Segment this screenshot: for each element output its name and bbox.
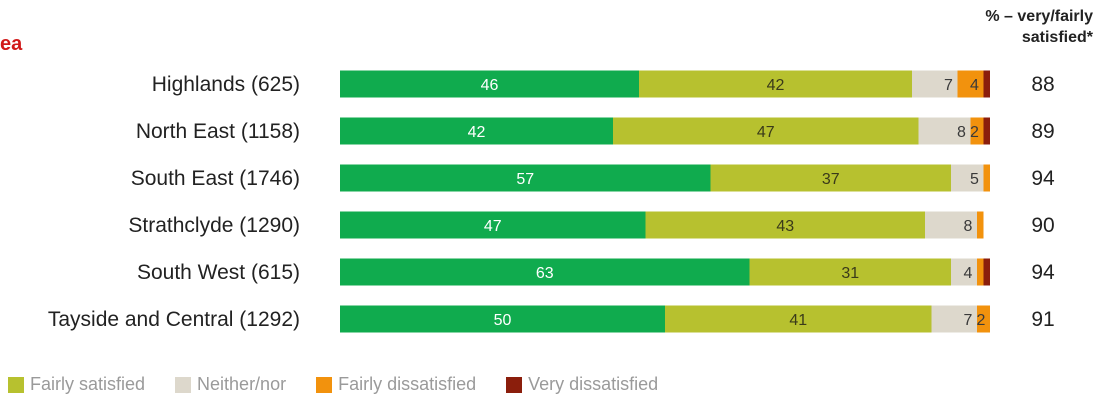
bar-segment [340, 117, 613, 145]
bar-segment [957, 70, 984, 98]
total-satisfied-value: 94 [1031, 261, 1055, 284]
legend-label-very-dissatisfied: Very dissatisfied [528, 374, 659, 394]
total-satisfied-value: 88 [1031, 73, 1054, 96]
percent-header-line2: satisfied* [1021, 29, 1093, 46]
bar-segment [340, 258, 750, 286]
percent-satisfied-header: % – very/fairly satisfied* [985, 6, 1093, 48]
data-label: 2 [977, 312, 986, 329]
bar-segment [983, 164, 990, 192]
data-label: 50 [494, 312, 512, 329]
data-label: 63 [536, 265, 554, 282]
data-label: 41 [789, 312, 807, 329]
bar-segment [925, 211, 977, 239]
legend-item-very-dissatisfied: Very dissatisfied [506, 374, 658, 395]
category-label: South West (615) [137, 261, 300, 284]
bar-segment [749, 258, 951, 286]
bar-segment [665, 305, 932, 333]
bar-segment [983, 70, 990, 98]
data-label: 42 [468, 124, 486, 141]
legend-label-neither-nor: Neither/nor [197, 374, 287, 394]
data-label: 47 [484, 218, 502, 235]
data-label: 47 [757, 124, 775, 141]
data-label: 2 [970, 124, 979, 141]
bar-segment [931, 305, 977, 333]
percent-header-line1: % – very/fairly [985, 8, 1093, 25]
bar-segment [912, 70, 958, 98]
bar-segment [951, 258, 977, 286]
legend-swatch-very-dissatisfied [506, 376, 523, 393]
category-label: South East (1746) [131, 167, 300, 190]
bar-segment [340, 70, 639, 98]
legend: Fairly satisfied Neither/nor Fairly diss… [8, 374, 688, 395]
data-label: 57 [516, 171, 534, 188]
bar-segment [918, 117, 971, 145]
legend-label-fairly-dissatisfied: Fairly dissatisfied [338, 374, 477, 394]
bar-segment [340, 164, 711, 192]
bar-segment [710, 164, 951, 192]
data-label: 31 [841, 265, 859, 282]
category-label: Highlands (625) [152, 73, 300, 96]
legend-swatch-fairly-dissatisfied [316, 376, 333, 393]
legend-label-fairly-satisfied: Fairly satisfied [30, 374, 146, 394]
legend-swatch-neither-nor [175, 376, 192, 393]
data-label: 7 [964, 312, 973, 329]
bar-segment [977, 211, 984, 239]
total-satisfied-value: 94 [1031, 167, 1055, 190]
data-label: 43 [776, 218, 794, 235]
bar-segment [977, 258, 984, 286]
category-label: Strathclyde (1290) [128, 214, 300, 237]
chart-title-fragment: ea [0, 33, 23, 55]
bar-segment [970, 117, 984, 145]
data-label: 42 [767, 77, 785, 94]
total-satisfied-value: 89 [1031, 120, 1054, 143]
data-label: 8 [964, 218, 973, 235]
total-satisfied-value: 91 [1031, 308, 1054, 331]
bar-segment [613, 117, 919, 145]
bar-segment [977, 305, 990, 333]
data-label: 46 [481, 77, 499, 94]
bar-segment [645, 211, 925, 239]
data-label: 4 [964, 265, 973, 282]
legend-swatch-fairly-satisfied [8, 376, 24, 393]
category-label: Tayside and Central (1292) [48, 308, 300, 331]
category-label: North East (1158) [136, 120, 300, 143]
data-label: 4 [970, 77, 979, 94]
data-label: 37 [822, 171, 840, 188]
bar-segment [340, 211, 646, 239]
data-label: 8 [957, 124, 966, 141]
bar-segment [340, 305, 665, 333]
legend-item-fairly-satisfied: Fairly satisfied [8, 374, 145, 395]
bar-segment [983, 117, 990, 145]
total-satisfied-value: 90 [1031, 214, 1054, 237]
legend-item-fairly-dissatisfied: Fairly dissatisfied [316, 374, 476, 395]
bar-segment [983, 258, 990, 286]
data-label: 7 [944, 77, 953, 94]
bar-segment [951, 164, 984, 192]
data-label: 5 [970, 171, 979, 188]
legend-item-neither-nor: Neither/nor [175, 374, 286, 395]
bar-segment [639, 70, 912, 98]
